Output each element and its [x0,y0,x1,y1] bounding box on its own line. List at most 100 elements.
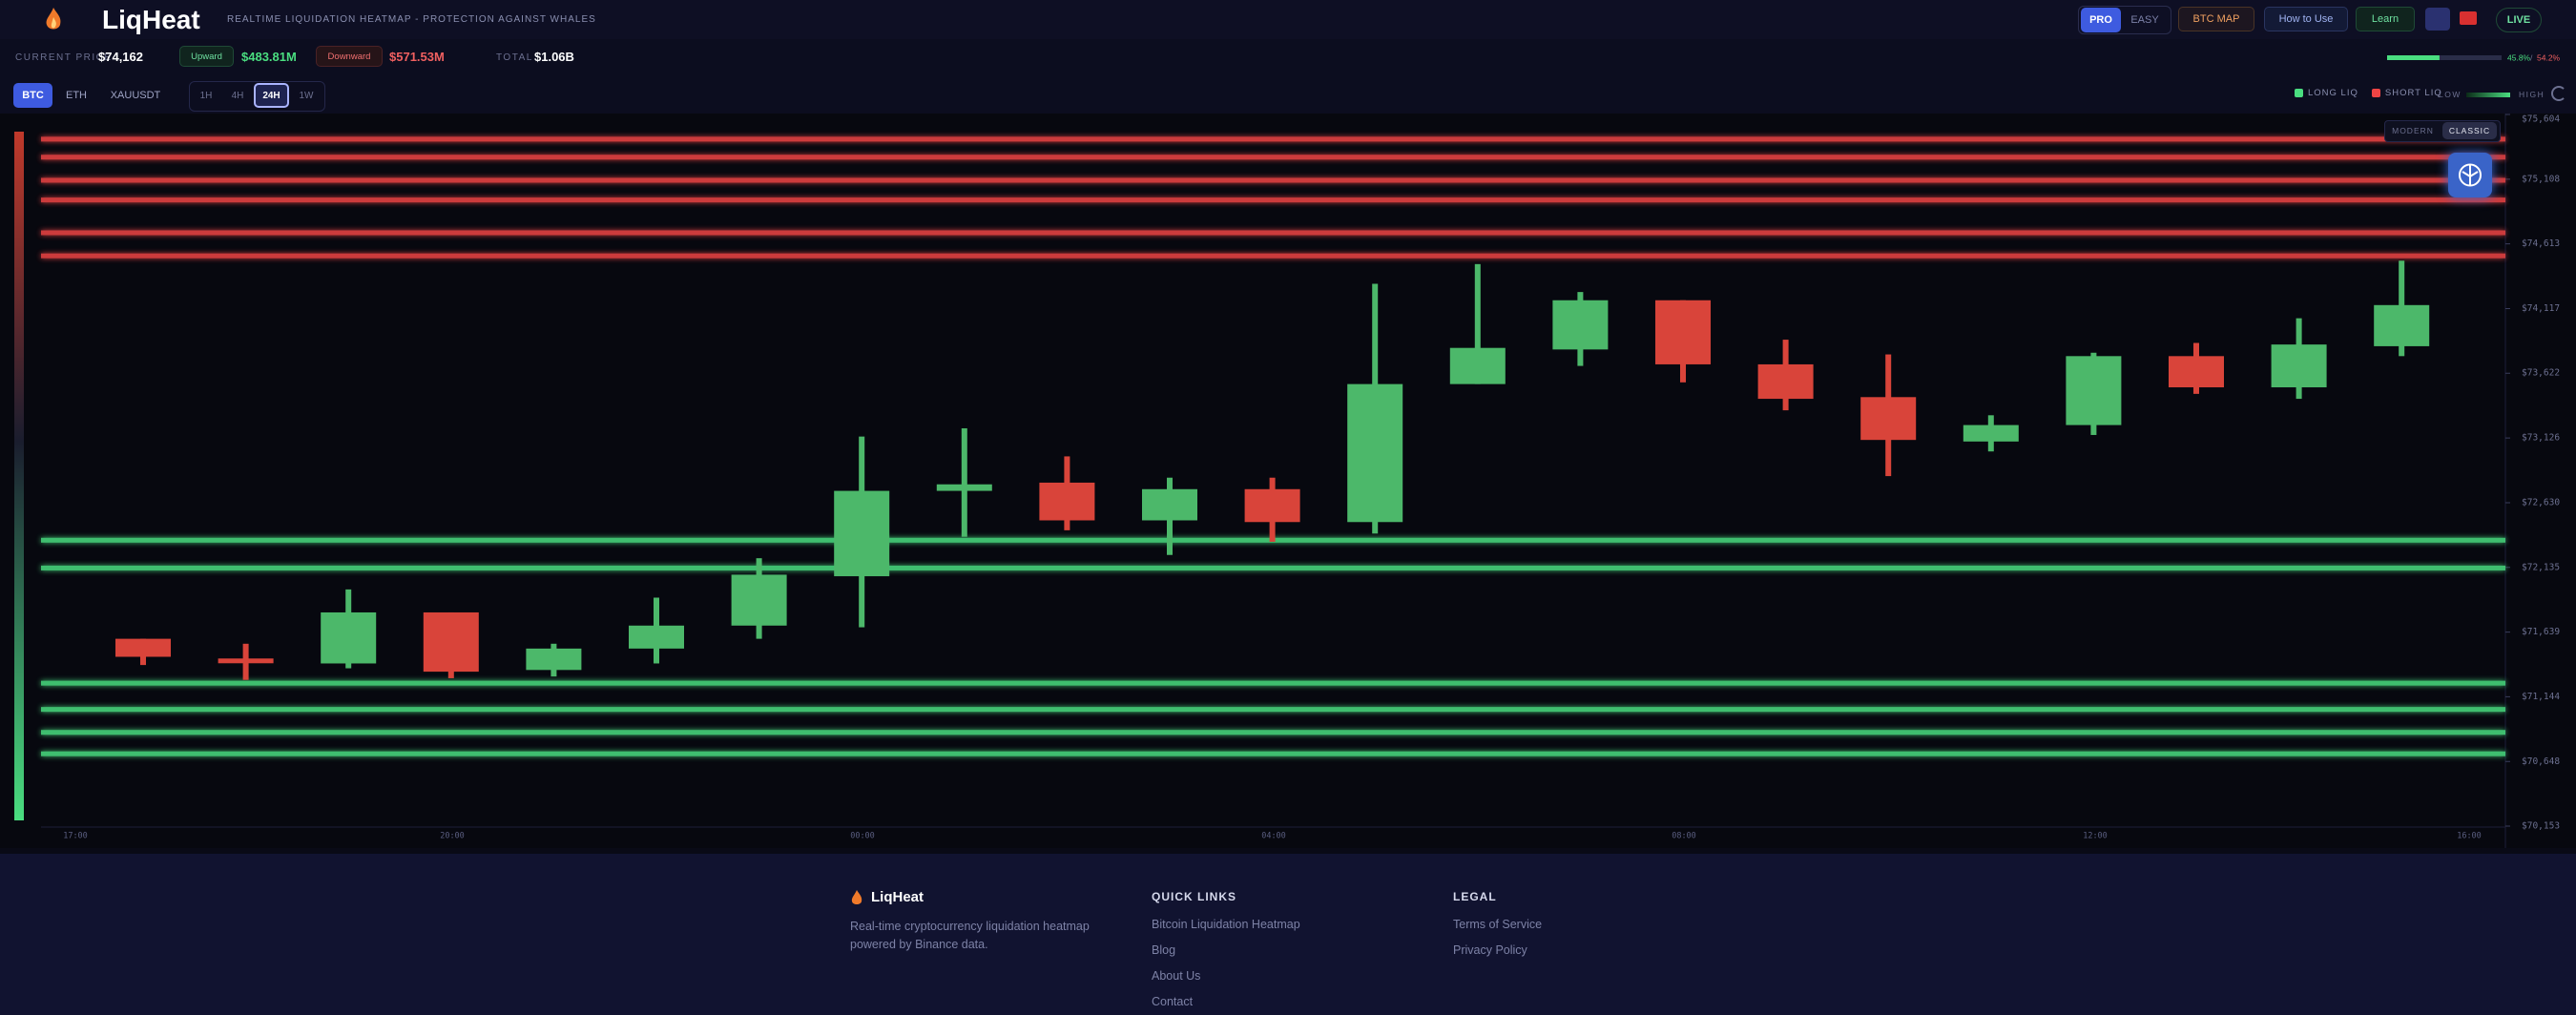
toolbar: BTC ETH XAUUSDT 1H 4H 24H 1W LONG LIQ SHO… [0,75,2576,114]
nav-button[interactable]: BTC MAP [2178,7,2254,31]
y-tick-label: $72,630 [2522,498,2560,508]
chart-area: $75,604 $75,108 $74,613 $74,117 $73,622 $73,1… [0,114,2576,848]
candle-body [1860,397,1917,441]
candle-body [1039,482,1095,521]
candle-body [1244,488,1300,523]
nav-button[interactable]: How to Use [2264,7,2348,31]
stat-label: CURRENT PRICE [15,52,113,63]
liquidation-level [41,197,2505,203]
candle-body [321,611,377,664]
liquidation-level [41,253,2505,259]
footer-link[interactable]: Blog [1152,943,1176,957]
legend-item: LONG LIQ [2295,88,2358,98]
stats-bar: CURRENT PRICE $74,162 Upward $483.81M Do… [0,39,2576,76]
footer-link[interactable]: About Us [1152,969,1201,983]
footer-heading: LEGAL [1453,890,1497,903]
x-tick-label: 08:00 [1672,832,1696,841]
ratio-separator: / [2530,52,2533,62]
ratio-label: 45.8% [2507,52,2531,62]
y-tick-label: $70,153 [2522,821,2560,832]
legend-item: SHORT LIQ [2371,88,2442,98]
y-tick-label: $73,126 [2522,433,2560,444]
candle-wick [961,428,967,537]
footer: LiqHeat Real-time cryptocurrency liquida… [0,854,2576,1015]
candle-body [218,658,274,664]
y-tick-label: $75,604 [2522,114,2560,125]
candle-body [1449,347,1506,384]
flag-tr[interactable] [2460,11,2477,25]
asset-button[interactable]: XAUUSDT [110,90,161,101]
timeframe-button[interactable]: 24H [254,83,289,108]
y-tick-label: $71,639 [2522,627,2560,637]
liquidation-level [41,565,2505,570]
stat-value: $1.06B [534,50,574,64]
scale-gradient [2466,93,2510,97]
liquidation-level [41,751,2505,756]
footer-brand: LiqHeat [871,889,924,905]
footer-link[interactable]: Bitcoin Liquidation Heatmap [1152,918,1300,931]
side-gradient [14,132,24,820]
asset-button[interactable]: ETH [66,90,87,101]
liquidation-level [41,136,2505,142]
ratio-bar: 45.8%/ 54.2% [2387,52,2561,62]
legend-label: SHORT LIQ [2384,88,2442,98]
ratio-segment [2387,55,2440,60]
y-tick-label: $72,135 [2522,562,2560,572]
ratio-segment [2439,55,2502,60]
footer-description: Real-time cryptocurrency liquidation hea… [850,920,1090,951]
mode-button[interactable]: EASY [2130,14,2159,26]
liquidation-level [41,177,2505,183]
footer-link[interactable]: Privacy Policy [1453,943,1527,957]
candle-body [2066,356,2122,425]
candle-body [731,574,787,626]
liquidation-level [41,707,2505,713]
legend-swatch [2295,89,2303,97]
x-tick-label: 00:00 [850,832,875,841]
stat-badge: Upward [179,46,234,67]
legend-swatch [2371,89,2380,97]
candle-body [1757,363,1814,400]
x-tick-label: 12:00 [2083,832,2108,841]
candle-body [1142,488,1197,521]
ai-button[interactable] [2448,153,2492,197]
ratio-label: 54.2% [2537,52,2561,62]
nav-button[interactable]: Learn [2356,7,2415,31]
header: LiqHeat REALTIME LIQUIDATION HEATMAP - P… [0,0,2576,40]
liquidation-level [41,155,2505,160]
timeframe-button[interactable]: 1W [299,90,314,101]
liquidation-level [41,730,2505,735]
footer-link[interactable]: Terms of Service [1453,918,1543,931]
candle-body [423,611,479,673]
refresh-icon[interactable] [2551,86,2566,101]
legend: LONG LIQ SHORT LIQ [2295,88,2442,98]
view-button[interactable]: CLASSIC [2442,122,2497,139]
timeframe-button[interactable]: 1H [199,90,213,101]
x-tick-label: 04:00 [1261,832,1286,841]
y-tick-label: $73,622 [2522,368,2560,379]
mode-button[interactable]: PRO [2081,8,2121,32]
x-tick-label: 16:00 [2457,832,2482,841]
candle-body [1655,300,1711,364]
candle-body [629,625,684,649]
timeframe-button[interactable]: 4H [231,90,244,101]
y-tick-label: $71,144 [2522,692,2560,702]
view-button[interactable]: MODERN [2392,126,2434,135]
candle-body [526,648,582,671]
y-tick-label: $74,117 [2522,303,2560,314]
asset-button[interactable]: BTC [13,83,52,108]
chart: $75,604 $75,108 $74,613 $74,117 $73,622 $73,1… [41,114,2560,848]
flag-us[interactable] [2425,8,2450,31]
scale-label: LOW [2439,90,2462,99]
stat-badge: Downward [316,46,383,67]
footer-logo [851,890,862,904]
x-tick-label: 17:00 [63,832,88,841]
candle-wick [1474,263,1481,384]
candle-body [115,638,171,657]
stat-label: TOTAL [496,52,533,63]
timeframe-group [189,81,325,112]
candle-body [936,484,992,491]
brand: LiqHeat [102,5,200,34]
footer-link[interactable]: Contact [1152,995,1194,1008]
liquidation-level [41,230,2505,236]
